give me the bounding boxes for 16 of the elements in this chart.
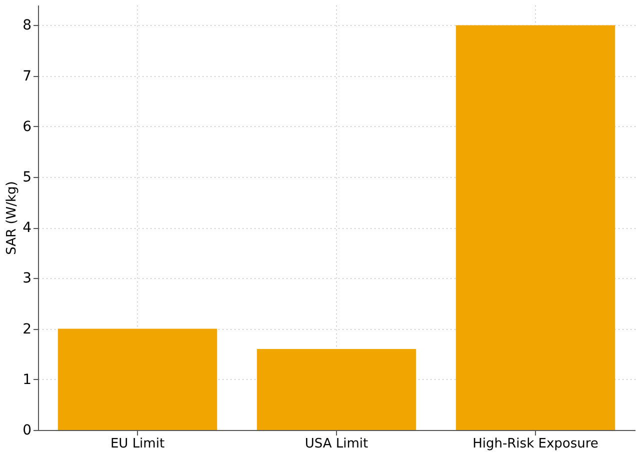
y-tick-label: 1 bbox=[22, 372, 32, 388]
x-tick-label: USA Limit bbox=[304, 436, 368, 452]
bar bbox=[456, 25, 616, 430]
y-tick-label: 5 bbox=[22, 170, 32, 186]
y-tick-label: 0 bbox=[22, 422, 32, 438]
x-tick-label: High-Risk Exposure bbox=[472, 436, 598, 452]
y-tick-label: 6 bbox=[22, 118, 32, 135]
y-tick-label: 3 bbox=[22, 270, 32, 287]
y-tick-label: 2 bbox=[22, 321, 32, 338]
bar bbox=[58, 328, 218, 430]
bar bbox=[256, 349, 416, 430]
x-tick-label: EU Limit bbox=[110, 436, 165, 452]
y-tick-label: 8 bbox=[22, 18, 32, 34]
y-tick-label: 7 bbox=[22, 68, 32, 84]
y-axis-title: SAR (W/kg) bbox=[4, 181, 20, 255]
y-tick-label: 4 bbox=[22, 220, 32, 236]
